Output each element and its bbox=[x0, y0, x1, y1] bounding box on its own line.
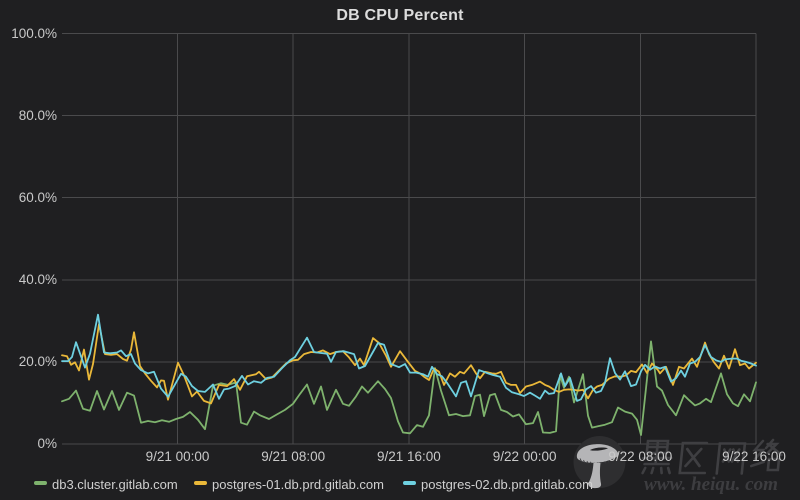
svg-text:www. heiqu. com: www. heiqu. com bbox=[644, 474, 778, 495]
